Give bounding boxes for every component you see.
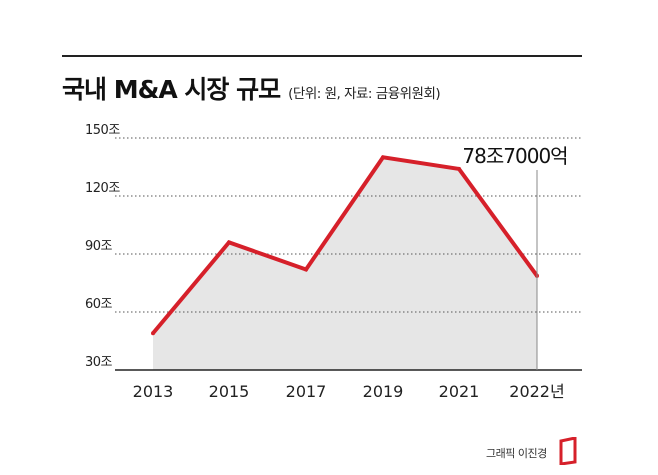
data-point [227, 240, 231, 245]
chart-title: 국내 M&A 시장 규모 [62, 75, 281, 104]
y-tick-label: 150조 [85, 123, 120, 138]
grid-layer [115, 137, 582, 371]
x-tick-label: 2017 [286, 382, 327, 401]
top-rule [62, 55, 582, 57]
annotation-label: 78조7000억 [462, 144, 567, 168]
data-point [151, 331, 155, 336]
x-tick-label: 2019 [363, 382, 404, 401]
y-tick-label: 60조 [85, 297, 113, 312]
data-point [304, 267, 308, 272]
area-fill [153, 157, 537, 370]
title-row: 국내 M&A 시장 규모 (단위: 원, 자료: 금융위원회) [62, 70, 441, 106]
x-tick-label: 2021 [439, 382, 480, 401]
y-tick-label: 30조 [85, 355, 113, 370]
y-tick-labels: 150조 120조 90조 60조 30조 [85, 123, 121, 370]
annotation-layer: 78조7000억 [462, 144, 569, 370]
y-tick-label: 120조 [85, 181, 120, 196]
data-point [381, 155, 385, 160]
x-tick-label: 2022년 [509, 382, 564, 401]
chart-subtitle: (단위: 원, 자료: 금융위원회) [288, 86, 441, 102]
x-tick-labels: 2013 2015 2017 2019 2021 2022년 [133, 382, 565, 401]
x-tick-label: 2015 [209, 382, 250, 401]
series-line [151, 155, 539, 335]
x-tick-label: 2013 [133, 382, 174, 401]
data-point [457, 166, 461, 171]
newspaper-logo-icon [559, 437, 577, 465]
y-tick-label: 90조 [85, 239, 113, 254]
line-layer [151, 155, 539, 336]
graphic-credit: 그래픽 이진경 [486, 447, 547, 460]
area-layer [153, 157, 537, 370]
